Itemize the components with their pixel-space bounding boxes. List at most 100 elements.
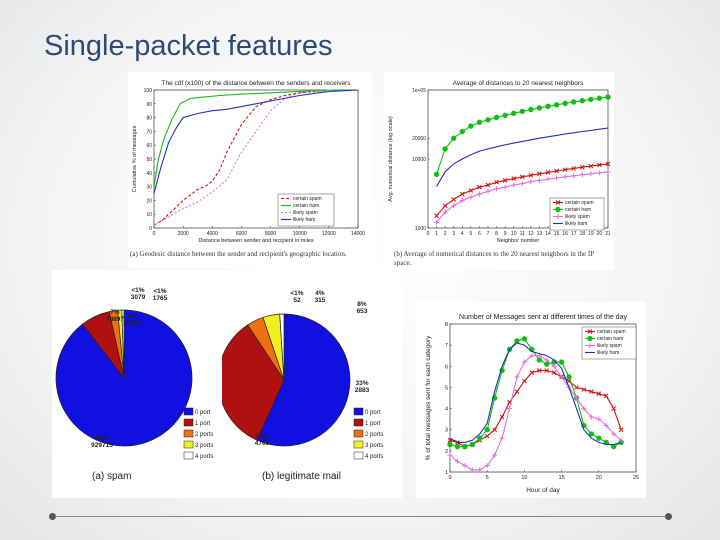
x-tick-label: 0 — [427, 231, 430, 237]
data-point — [544, 357, 550, 363]
data-point — [528, 172, 534, 178]
legend-label: 4 ports — [365, 454, 383, 460]
legend-marker — [587, 335, 593, 342]
x-tick-label: 8000 — [265, 231, 276, 237]
data-point — [571, 166, 577, 171]
neighbors-caption: (b) Average of numerical distances to th… — [394, 250, 594, 267]
y-tick-label: 40 — [146, 171, 152, 177]
legend-swatch — [353, 407, 364, 416]
data-point — [485, 188, 491, 194]
data-point — [521, 336, 528, 342]
x-tick-label: 0 — [448, 475, 451, 481]
data-point — [581, 387, 587, 392]
data-point — [492, 452, 498, 458]
x-tick-label: 10000 — [293, 231, 307, 237]
legend-label: likely spam — [293, 210, 318, 216]
legend-label: 4 ports — [195, 454, 213, 460]
y-tick-label: 50 — [146, 157, 152, 163]
slice-count-label: 4706 — [255, 440, 270, 447]
slice-percent-label: 90% — [95, 435, 108, 442]
legend-swatch — [183, 407, 194, 416]
x-tick-label: 14000 — [351, 231, 365, 237]
legend-swatch — [353, 429, 364, 438]
data-point — [499, 414, 505, 420]
x-tick-label: 2 — [444, 231, 447, 237]
y-tick-label: 20 — [146, 198, 152, 204]
data-point — [536, 368, 542, 373]
y-tick-label: 10000 — [412, 157, 426, 163]
y-tick-label: 6 — [445, 364, 448, 370]
x-tick-label: 6 — [478, 231, 481, 237]
x-tick-label: 10 — [521, 475, 527, 481]
data-point — [588, 163, 594, 169]
data-point — [454, 443, 461, 450]
data-point — [536, 105, 543, 111]
y-tick-label: 10 — [146, 212, 152, 218]
data-point — [537, 171, 542, 177]
legend-label: likely spam — [565, 214, 590, 220]
data-point — [610, 443, 617, 450]
data-point — [571, 99, 577, 105]
legend-label: likely ham — [597, 350, 619, 356]
data-point — [618, 437, 624, 443]
slice-count-label: 929715 — [91, 442, 113, 449]
hourly-chart: Number of Messages sent at different tim… — [425, 314, 639, 494]
data-point — [581, 406, 587, 412]
data-point — [442, 146, 448, 152]
slice-percent-label: 2% — [127, 313, 137, 320]
x-tick-label: 0 — [153, 231, 156, 237]
data-point — [447, 452, 453, 458]
x-tick-label: 3 — [452, 231, 455, 237]
y-tick-label: 20000 — [412, 136, 426, 142]
data-point — [519, 174, 525, 180]
x-tick-label: 25 — [633, 475, 639, 481]
x-axis-label: Hour of day — [526, 487, 560, 494]
data-point — [502, 112, 508, 118]
x-tick-label: 8 — [495, 231, 498, 237]
data-point — [562, 100, 568, 107]
data-point — [434, 220, 440, 226]
y-axis-label: Cumulative % of messages — [132, 125, 138, 192]
data-point — [528, 106, 534, 113]
data-point — [596, 416, 602, 422]
x-tick-label: 11 — [520, 231, 525, 237]
data-point — [603, 422, 609, 428]
neighbors-chart: Average of distances to 20 nearest neigh… — [388, 80, 611, 244]
data-point — [579, 164, 585, 170]
legend-marker — [587, 329, 593, 334]
data-point — [434, 213, 439, 219]
data-point — [571, 173, 577, 179]
data-point — [519, 108, 525, 115]
data-point — [588, 431, 595, 437]
y-tick-label: 1000 — [415, 226, 426, 232]
x-tick-label: 15 — [559, 475, 565, 481]
data-point — [618, 427, 624, 433]
series-line-likely-ham — [449, 342, 622, 446]
y-tick-label: 1 — [445, 470, 448, 476]
data-point — [502, 184, 508, 190]
x-tick-label: 7 — [487, 231, 490, 237]
y-tick-label: 8 — [445, 322, 448, 328]
data-point — [451, 203, 457, 209]
legend-swatch — [353, 451, 364, 460]
pie-caption: (a) spam — [92, 471, 131, 482]
x-tick-label: 14 — [545, 231, 551, 237]
data-point — [596, 95, 603, 101]
pie-slice-1-port — [222, 324, 285, 441]
slice-count-label: 2883 — [355, 387, 370, 394]
y-tick-label: 2 — [445, 449, 448, 455]
data-point — [558, 359, 565, 365]
data-point — [511, 110, 517, 116]
x-tick-label: 9 — [504, 231, 507, 237]
data-point — [502, 178, 508, 183]
slice-percent-label: 8% — [357, 301, 367, 308]
data-point — [477, 435, 483, 441]
slice-count-label: 3079 — [131, 294, 146, 301]
legend-box — [277, 193, 335, 227]
x-axis-label: Distance between sender and recipient in… — [198, 238, 314, 244]
y-tick-label: 60 — [146, 143, 152, 149]
legend-label: 2 ports — [365, 432, 383, 438]
legend-swatch — [183, 440, 194, 449]
data-point — [462, 463, 468, 469]
data-point — [485, 182, 491, 188]
